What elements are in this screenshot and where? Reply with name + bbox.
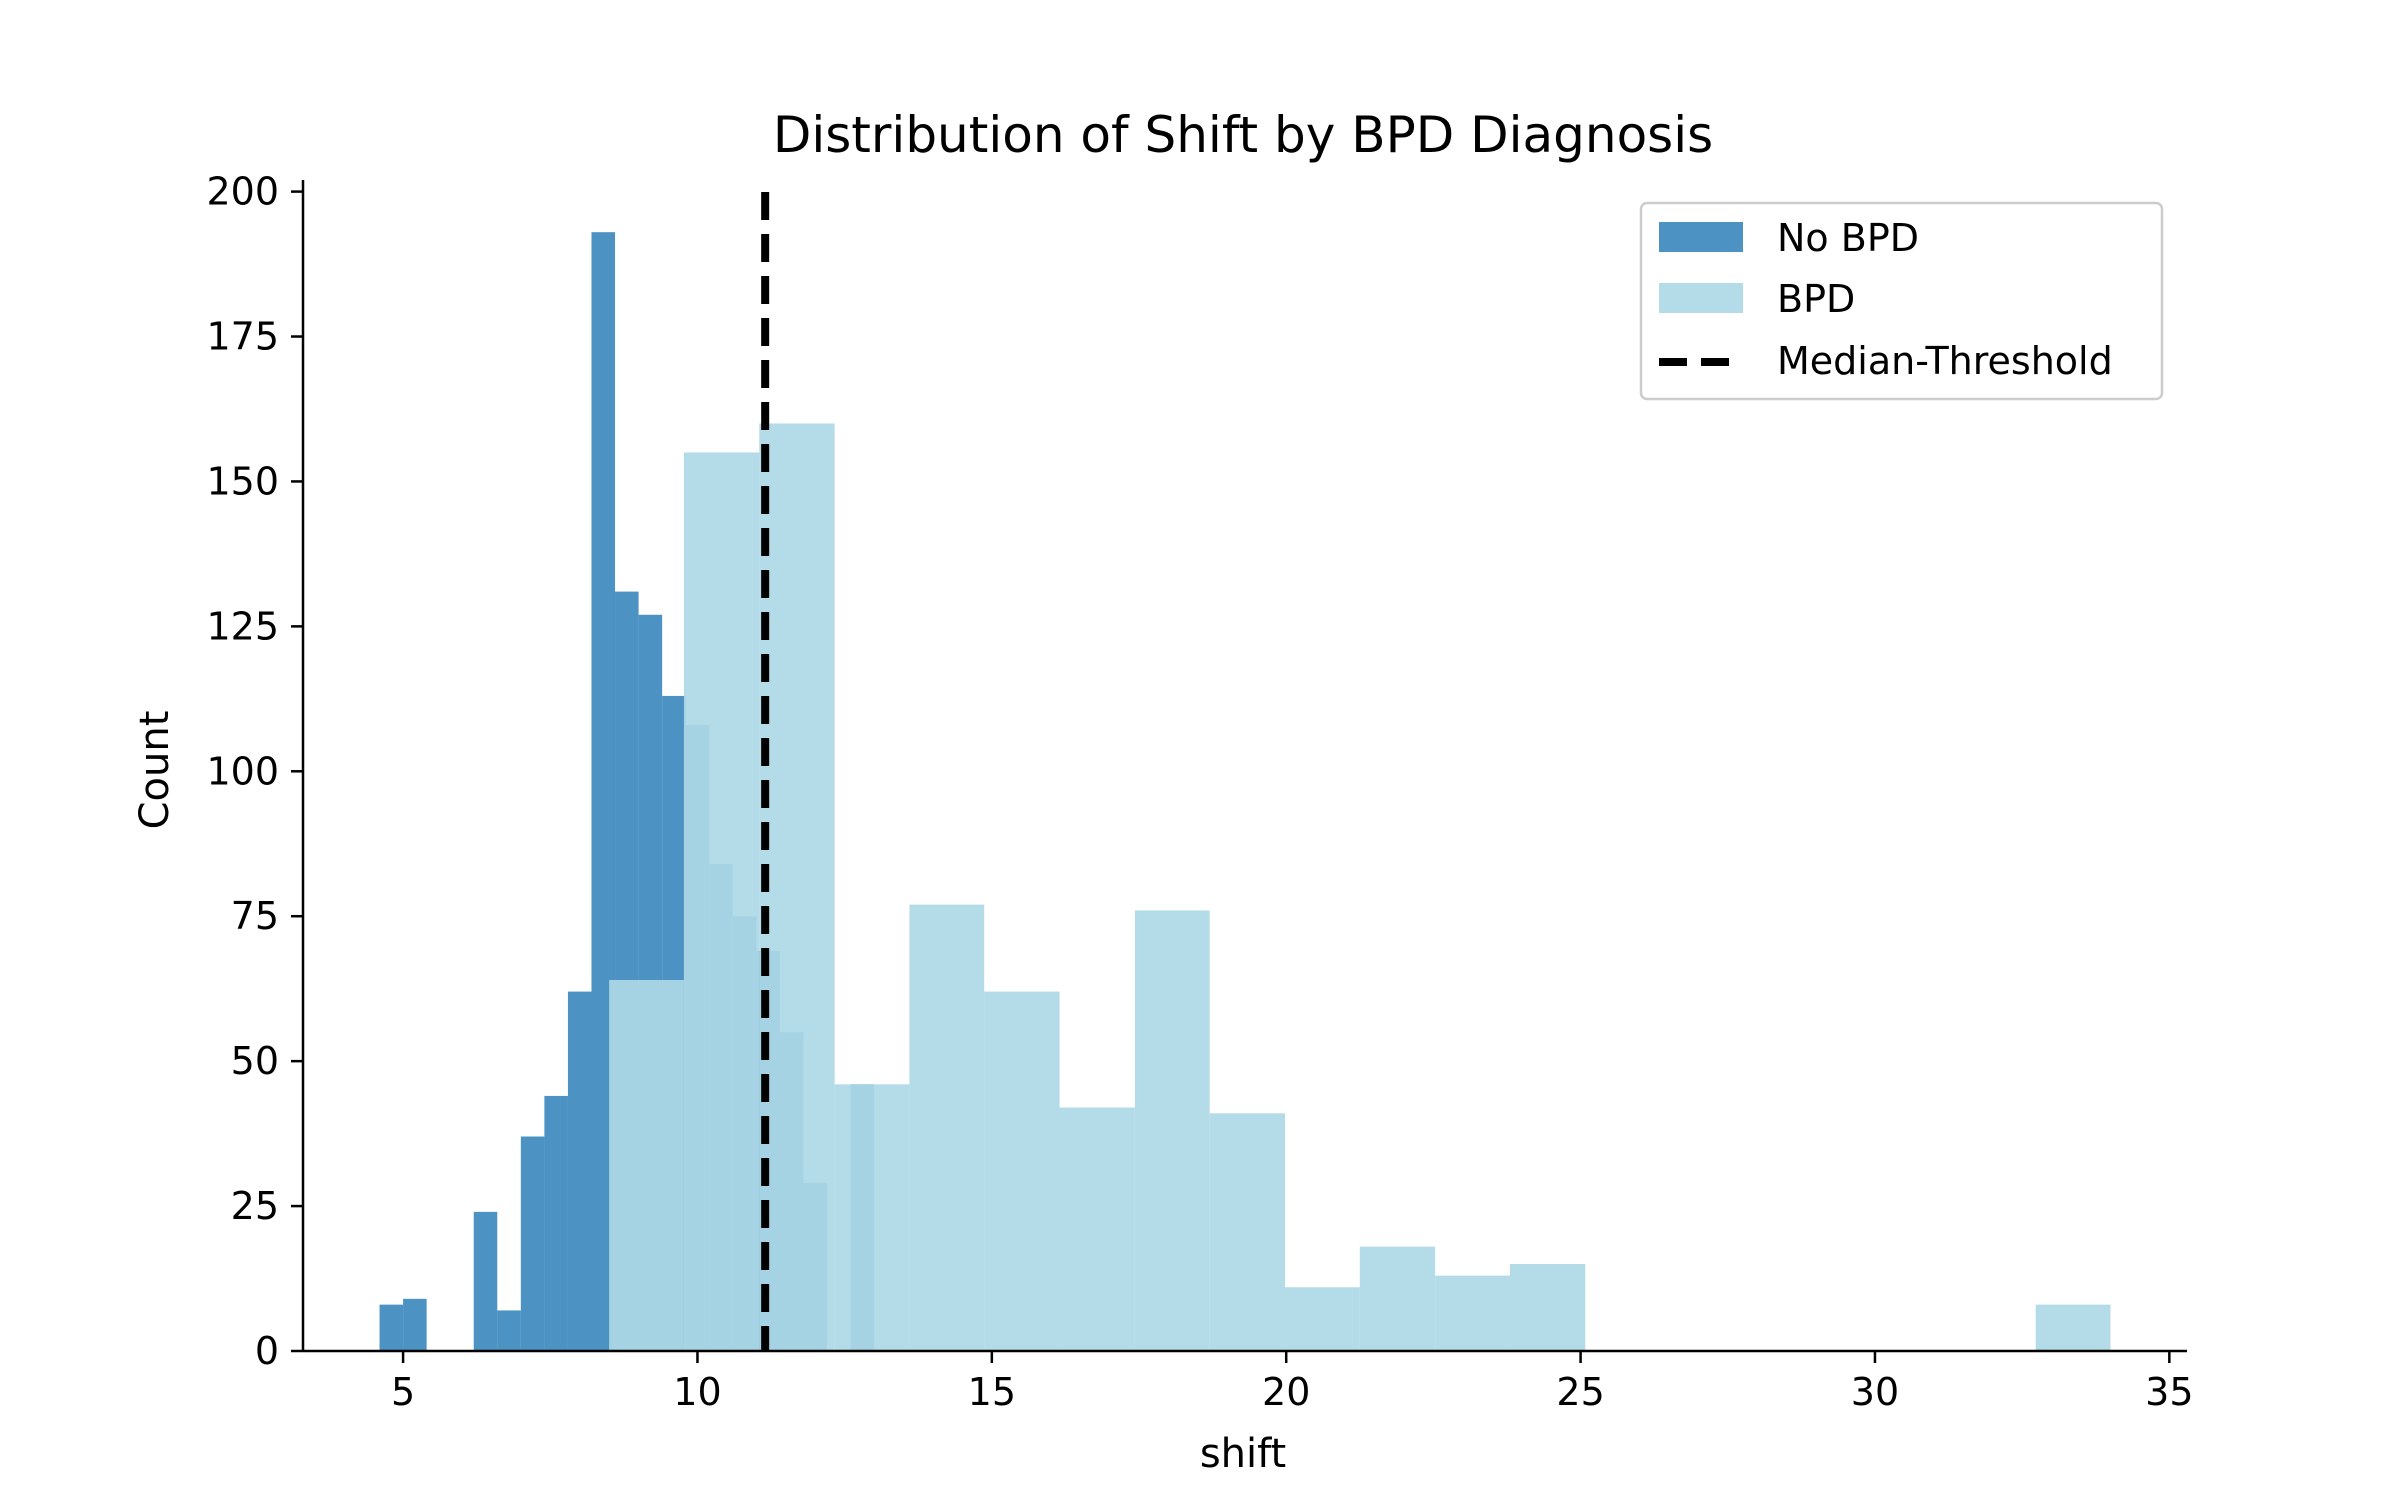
legend-frame (1639, 201, 2164, 401)
legend-label-threshold: Median-Threshold (1777, 339, 2113, 383)
legend-swatch-bpd (1659, 283, 1743, 313)
bpd-bar-19 (2035, 1304, 2111, 1351)
y-tick-label-75: 75 (231, 894, 279, 938)
y-axis-ticks: 0 25 50 75 100 125 150 175 200 (206, 170, 303, 1373)
x-tick-label-25: 25 (1556, 1370, 1604, 1414)
y-tick-label-25: 25 (231, 1184, 279, 1228)
bpd-bar-4 (909, 904, 985, 1351)
x-tick-label-35: 35 (2145, 1370, 2193, 1414)
x-tick-label-5: 5 (391, 1370, 415, 1414)
chart-title: Distribution of Shift by BPD Diagnosis (773, 106, 1713, 164)
no-bpd-bar-7 (544, 1095, 568, 1351)
y-tick-label-200: 200 (206, 170, 279, 214)
y-tick-label-150: 150 (206, 459, 279, 503)
legend-swatch-no-bpd (1659, 222, 1743, 252)
bpd-bar-5 (984, 991, 1060, 1351)
y-tick-label-100: 100 (206, 749, 279, 793)
y-tick-label-0: 0 (255, 1329, 279, 1373)
bpd-bar-8 (1209, 1113, 1286, 1351)
legend-label-bpd: BPD (1777, 277, 1855, 321)
y-tick-label-125: 125 (206, 604, 279, 648)
no-bpd-bar-6 (520, 1136, 545, 1351)
bpd-bar-2 (759, 423, 835, 1352)
bpd-bar-7 (1134, 910, 1210, 1351)
no-bpd-bar-0 (379, 1304, 404, 1351)
x-tick-label-20: 20 (1262, 1370, 1310, 1414)
no-bpd-bar-8 (567, 991, 592, 1351)
series-bpd-bars (609, 423, 2111, 1352)
bpd-bar-6 (1059, 1107, 1135, 1351)
x-tick-label-10: 10 (673, 1370, 721, 1414)
y-tick-label-50: 50 (231, 1039, 279, 1083)
no-bpd-bar-5 (497, 1310, 521, 1351)
x-tick-label-15: 15 (968, 1370, 1016, 1414)
x-axis-ticks: 5 10 15 20 25 30 35 (391, 1351, 2194, 1414)
bpd-bar-10 (1359, 1246, 1436, 1351)
no-bpd-bar-9 (591, 232, 616, 1352)
bpd-bar-9 (1285, 1287, 1360, 1351)
bpd-bar-3 (834, 1084, 910, 1351)
bpd-bar-12 (1509, 1264, 1586, 1351)
y-tick-label-175: 175 (206, 315, 279, 359)
bpd-bar-0 (609, 979, 684, 1351)
x-axis-label: shift (1200, 1431, 1286, 1477)
bpd-bar-11 (1435, 1275, 1510, 1351)
no-bpd-bar-1 (403, 1298, 427, 1351)
bpd-bar-1 (683, 452, 760, 1351)
x-tick-label-30: 30 (1851, 1370, 1899, 1414)
legend-label-no-bpd: No BPD (1777, 216, 1919, 260)
no-bpd-bar-4 (473, 1211, 498, 1351)
legend: No BPD BPD Median-Threshold (1639, 201, 2164, 401)
y-axis-label: Count (132, 711, 178, 830)
